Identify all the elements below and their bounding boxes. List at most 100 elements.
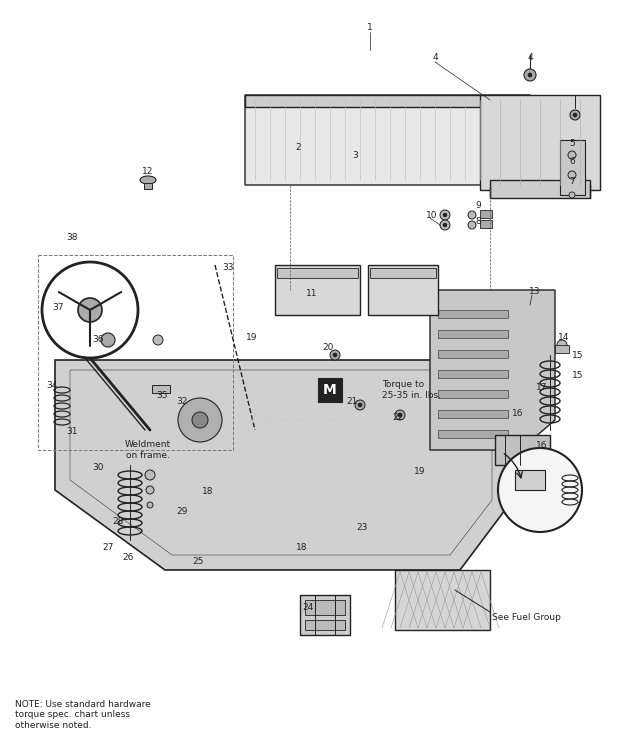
Bar (438, 410, 508, 418)
Text: 30: 30 (92, 464, 104, 473)
Circle shape (145, 470, 155, 480)
Bar (275, 265, 360, 315)
Circle shape (153, 335, 163, 345)
Bar (438, 330, 508, 338)
Text: 25: 25 (192, 557, 204, 566)
Text: 1: 1 (367, 23, 373, 32)
Polygon shape (55, 360, 505, 570)
Circle shape (573, 113, 577, 117)
Text: 20: 20 (322, 344, 334, 353)
Text: 35: 35 (156, 390, 168, 399)
Bar (318, 378, 342, 402)
Text: 15: 15 (572, 371, 584, 380)
Text: 5: 5 (569, 139, 575, 148)
Bar (370, 268, 436, 278)
Text: 32: 32 (176, 398, 188, 407)
Text: NOTE: Use standard hardware
torque spec. chart unless
otherwise noted.: NOTE: Use standard hardware torque spec.… (15, 700, 151, 730)
Text: 14: 14 (559, 333, 570, 342)
Circle shape (498, 448, 582, 532)
Text: 26: 26 (122, 554, 134, 562)
Bar (395, 570, 490, 630)
Text: 16: 16 (536, 440, 547, 449)
Text: 29: 29 (176, 508, 188, 517)
Bar (368, 265, 438, 315)
Text: 23: 23 (356, 524, 368, 533)
Text: 19: 19 (246, 333, 258, 342)
Circle shape (395, 410, 405, 420)
Bar (495, 435, 550, 465)
Bar (144, 183, 152, 189)
Bar (560, 140, 585, 195)
Text: 19: 19 (414, 467, 426, 476)
Circle shape (78, 298, 102, 322)
Circle shape (440, 210, 450, 220)
Circle shape (468, 211, 476, 219)
Ellipse shape (140, 176, 156, 184)
Bar (38, 255, 233, 450)
Bar (490, 180, 590, 198)
Text: 16: 16 (512, 408, 524, 417)
Circle shape (398, 413, 402, 417)
Text: 7: 7 (569, 178, 575, 187)
Circle shape (333, 353, 337, 357)
Text: 4: 4 (527, 53, 533, 62)
Text: M: M (323, 383, 337, 397)
Circle shape (146, 486, 154, 494)
Text: 34: 34 (46, 380, 58, 389)
Bar (300, 595, 350, 635)
Text: 6: 6 (569, 157, 575, 166)
Text: 22: 22 (392, 413, 404, 422)
Text: Weldment
on frame.: Weldment on frame. (125, 440, 171, 460)
Polygon shape (245, 95, 530, 185)
Circle shape (358, 403, 362, 407)
Bar (305, 620, 345, 630)
Text: eReplacementParts.com: eReplacementParts.com (250, 415, 370, 425)
Circle shape (443, 213, 447, 217)
Text: 17: 17 (536, 383, 547, 392)
Bar (305, 600, 345, 615)
Text: 31: 31 (66, 428, 78, 437)
Text: 2: 2 (295, 144, 301, 153)
Circle shape (568, 151, 576, 159)
Text: 28: 28 (112, 518, 123, 527)
Circle shape (192, 412, 208, 428)
Circle shape (101, 333, 115, 347)
Bar (245, 95, 530, 107)
Bar (438, 370, 508, 378)
Text: 18: 18 (296, 544, 308, 553)
Text: 11: 11 (306, 288, 317, 297)
Bar (515, 470, 545, 490)
Text: 9: 9 (475, 201, 481, 210)
Circle shape (568, 171, 576, 179)
Circle shape (528, 73, 532, 77)
Text: 36: 36 (92, 336, 104, 345)
Text: 15: 15 (572, 351, 584, 360)
Bar (438, 310, 508, 318)
Text: 10: 10 (427, 210, 438, 219)
Text: 13: 13 (529, 288, 541, 297)
Text: 27: 27 (102, 544, 113, 553)
Circle shape (569, 192, 575, 198)
Circle shape (355, 400, 365, 410)
Bar (480, 210, 492, 218)
Bar (480, 95, 600, 190)
Text: 38: 38 (66, 234, 78, 243)
Text: 33: 33 (222, 264, 234, 273)
Bar (438, 350, 508, 358)
Text: 24: 24 (303, 602, 314, 611)
Circle shape (178, 398, 222, 442)
Bar (555, 345, 569, 353)
Text: 12: 12 (143, 168, 154, 177)
Polygon shape (430, 290, 555, 450)
Bar (152, 385, 170, 393)
Circle shape (440, 220, 450, 230)
Circle shape (330, 350, 340, 360)
Text: 21: 21 (347, 398, 358, 407)
Text: 3: 3 (352, 151, 358, 160)
Circle shape (147, 502, 153, 508)
Circle shape (524, 69, 536, 81)
Bar (480, 220, 492, 228)
Bar (438, 390, 508, 398)
Circle shape (570, 110, 580, 120)
Text: 8: 8 (475, 217, 481, 226)
